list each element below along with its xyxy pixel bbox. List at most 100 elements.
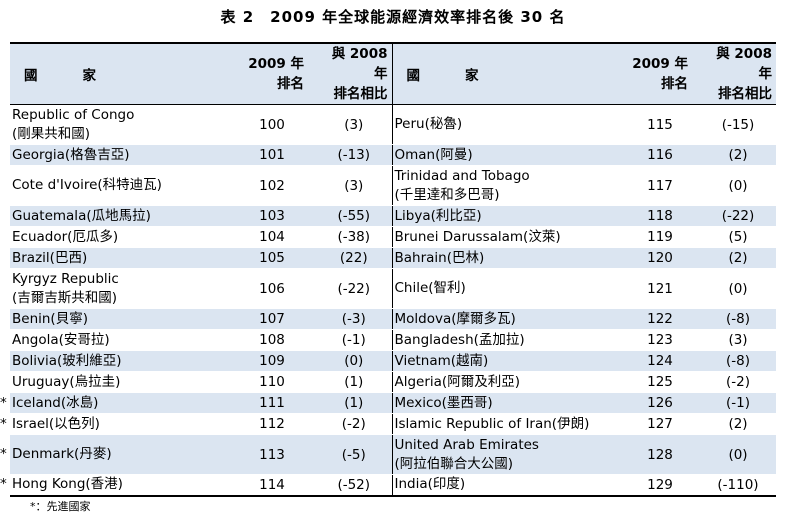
header-rank-line2: 排名: [277, 76, 304, 92]
header-rank-line1: 2009 年: [632, 56, 688, 72]
change-cell-right: (-8): [700, 308, 776, 330]
table-row: * Hong Kong(香港) 114 (-52) India(印度) 129 (-110): [0, 474, 776, 497]
rank-cell-right: 116: [620, 144, 700, 166]
country-name: Bolivia(玻利維亞): [12, 352, 122, 369]
change-cell-left: (-22): [316, 268, 392, 309]
change-cell-right: (5): [700, 226, 776, 248]
country-name: Trinidad and Tobago: [394, 167, 530, 184]
country-cell-left: Republic of Congo (剛果共和國): [10, 104, 228, 145]
rank-cell-right: 123: [620, 329, 700, 351]
change-cell-left: (-5): [316, 434, 392, 475]
ranking-table: 國 家 2009 年 排名 與 2008 年 排名相比 國 家 2009 年 排…: [0, 42, 776, 497]
country-name: Guatemala(瓜地馬拉): [12, 207, 151, 224]
change-cell-left: (-52): [316, 474, 392, 497]
rank-cell-right: 120: [620, 247, 700, 269]
table-row: Uruguay(烏拉圭) 110 (1) Algeria(阿爾及利亞) 125 (-2): [10, 371, 776, 393]
rank-cell-right: 129: [620, 474, 700, 497]
change-cell-right: (-22): [700, 205, 776, 227]
country-cell-right: India(印度): [391, 474, 620, 497]
table-row: Cote d'Ivoire(科特迪瓦) 102 (3) Trinidad and To…: [10, 165, 776, 206]
country-name: Brazil(巴西): [12, 249, 88, 266]
change-cell-left: (-1): [316, 329, 392, 351]
country-cell-right: Bahrain(巴林): [391, 247, 620, 269]
country-name: Denmark(丹麥): [12, 446, 112, 462]
country-cell-left: * Iceland(冰島): [0, 392, 228, 414]
header-rank-line2: 排名: [661, 76, 688, 92]
table-title: 表 2 2009 年全球能源經濟效率排名後 30 名: [220, 8, 566, 26]
table-row: Georgia(格魯吉亞) 101 (-13) Oman(阿曼) 116 (2): [10, 144, 776, 166]
country-name: Bahrain(巴林): [394, 249, 485, 266]
table-row: * Israel(以色列) 112 (-2) Islamic Republic of I…: [0, 413, 776, 435]
rank-cell-right: 118: [620, 205, 700, 227]
country-cell-left: Brazil(巴西): [10, 247, 228, 269]
country-cell-left: Bolivia(玻利維亞): [10, 350, 228, 372]
rank-cell-left: 104: [228, 226, 316, 248]
country-cell-right: Peru(秘魯): [391, 104, 620, 145]
country-cell-left: Kyrgyz Republic (吉爾吉斯共和國): [10, 268, 228, 309]
rank-cell-left: 108: [228, 329, 316, 351]
rank-cell-left: 112: [228, 413, 316, 435]
country-name: Hong Kong(香港): [12, 476, 123, 493]
country-name: India(印度): [394, 476, 466, 493]
change-cell-right: (-15): [700, 104, 776, 145]
country-cell-right: Vietnam(越南): [391, 350, 620, 372]
country-name-zh: (阿拉伯聯合大公國): [394, 455, 514, 472]
header-country-right: 國 家: [391, 42, 620, 105]
table-row: Republic of Congo (剛果共和國) 100 (3) Peru(秘魯) 11…: [10, 104, 776, 145]
country-name: Israel(以色列): [12, 415, 100, 432]
rank-cell-left: 114: [228, 474, 316, 497]
header-rank-line1: 2009 年: [248, 56, 304, 72]
country-name: United Arab Emirates: [394, 436, 539, 453]
header-change-left: 與 2008 年 排名相比: [316, 42, 392, 105]
change-cell-right: (-2): [700, 371, 776, 393]
rank-cell-left: 103: [228, 205, 316, 227]
country-name: Ecuador(厄瓜多): [12, 228, 119, 245]
rank-cell-right: 128: [620, 434, 700, 475]
country-cell-right: Islamic Republic of Iran(伊朗): [391, 413, 620, 435]
rank-cell-right: 126: [620, 392, 700, 414]
table-row: Ecuador(厄瓜多) 104 (-38) Brunei Darussalam(汶萊…: [10, 226, 776, 248]
rank-cell-right: 121: [620, 268, 700, 309]
country-name-zh: (千里達和多巴哥): [394, 186, 500, 203]
country-cell-right: Chile(智利): [391, 268, 620, 309]
country-name: Kyrgyz Republic: [12, 270, 119, 287]
rank-cell-left: 111: [228, 392, 316, 414]
change-cell-left: (-13): [316, 144, 392, 166]
table-row: Brazil(巴西) 105 (22) Bahrain(巴林) 120 (2): [10, 247, 776, 269]
change-cell-left: (1): [316, 392, 392, 414]
country-name: Mexico(墨西哥): [394, 394, 493, 411]
change-cell-right: (0): [700, 165, 776, 206]
country-name: Oman(阿曼): [394, 146, 473, 163]
country-cell-left: * Israel(以色列): [0, 413, 228, 435]
country-cell-right: Oman(阿曼): [391, 144, 620, 166]
table-row: Angola(安哥拉) 108 (-1) Bangladesh(孟加拉) 123 (3): [10, 329, 776, 351]
footnote: *：先進國家: [30, 500, 91, 513]
rank-cell-right: 119: [620, 226, 700, 248]
country-name: Republic of Congo: [12, 106, 135, 123]
rank-cell-left: 107: [228, 308, 316, 330]
header-change-line2: 排名相比: [718, 86, 772, 102]
rank-cell-right: 115: [620, 104, 700, 145]
change-cell-left: (-55): [316, 205, 392, 227]
change-cell-left: (-2): [316, 413, 392, 435]
table-header-row: 國 家 2009 年 排名 與 2008 年 排名相比 國 家 2009 年 排…: [10, 42, 776, 105]
rank-cell-right: 125: [620, 371, 700, 393]
country-cell-right: Libya(利比亞): [391, 205, 620, 227]
country-cell-right: Trinidad and Tobago (千里達和多巴哥): [391, 165, 620, 206]
header-rank-right: 2009 年 排名: [620, 42, 700, 105]
country-name-zh: (剛果共和國): [12, 125, 91, 142]
change-cell-right: (-8): [700, 350, 776, 372]
table-row: * Iceland(冰島) 111 (1) Mexico(墨西哥) 126 (-1): [0, 392, 776, 414]
country-name: Islamic Republic of Iran(伊朗): [394, 415, 590, 432]
change-cell-right: (2): [700, 144, 776, 166]
header-change-line1: 與 2008 年: [716, 46, 772, 82]
country-name: Georgia(格魯吉亞): [12, 146, 130, 163]
rank-cell-right: 117: [620, 165, 700, 206]
header-change-right: 與 2008 年 排名相比: [700, 42, 776, 105]
country-name: Bangladesh(孟加拉): [394, 331, 525, 348]
advanced-country-marker: *: [0, 476, 7, 493]
change-cell-left: (22): [316, 247, 392, 269]
rank-cell-right: 127: [620, 413, 700, 435]
country-name: Iceland(冰島): [12, 394, 99, 411]
table-row: Bolivia(玻利維亞) 109 (0) Vietnam(越南) 124 (-8): [10, 350, 776, 372]
